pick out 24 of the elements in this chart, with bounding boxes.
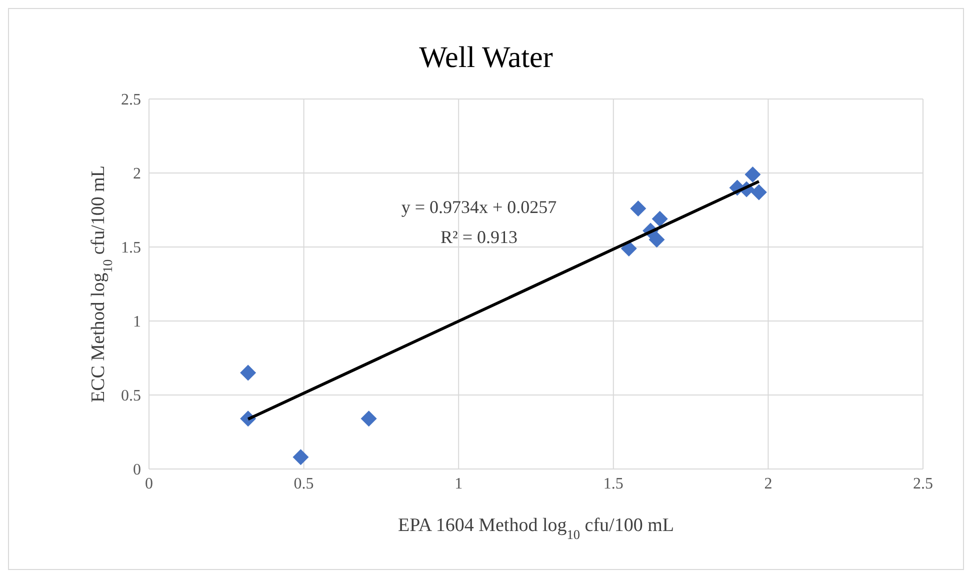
chart-title: Well Water <box>419 41 553 74</box>
x-tick-label: 0 <box>145 475 153 492</box>
y-tick-label: 0.5 <box>121 388 141 405</box>
y-tick-label: 1 <box>133 314 141 331</box>
point <box>648 232 665 248</box>
x-tick-label: 0.5 <box>294 475 314 492</box>
x-tick-label: 2 <box>764 475 772 492</box>
y-tick-label: 2.5 <box>121 92 141 109</box>
annotation: R² = 0.913 <box>440 227 518 247</box>
x-axis-title: EPA 1604 Method log$_{10}$ cfu/100 mL <box>398 515 674 542</box>
point <box>744 166 761 182</box>
y-tick-label: 1.5 <box>121 240 141 257</box>
point <box>292 449 309 466</box>
point <box>630 200 646 217</box>
point <box>360 410 377 427</box>
point <box>750 184 767 200</box>
x-tick-label: 1.5 <box>603 475 624 492</box>
y-tick-label: 0 <box>133 462 141 479</box>
x-tick-label: 1 <box>454 475 463 492</box>
y-tick-label: 2 <box>133 166 141 183</box>
annotation: y = 0.9734x + 0.0257 <box>401 197 557 217</box>
x-tick-label: 2.5 <box>913 475 933 492</box>
point <box>652 210 668 227</box>
point <box>240 364 256 381</box>
